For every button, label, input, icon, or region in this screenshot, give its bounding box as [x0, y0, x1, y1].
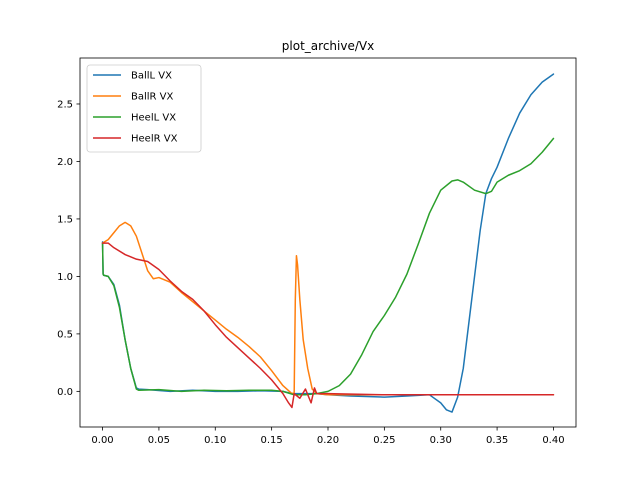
- chart-title: plot_archive/Vx: [282, 39, 374, 53]
- y-tick-label: 1.5: [57, 214, 73, 225]
- series-line-1: [101, 221, 555, 396]
- series-line-3: [101, 242, 555, 409]
- x-tick-label: 0.35: [486, 435, 508, 446]
- y-tick-label: 1.0: [57, 272, 73, 283]
- x-tick-label: 0.30: [430, 435, 452, 446]
- legend-label-2: HeelL VX: [131, 113, 176, 124]
- x-tick-label: 0.05: [148, 435, 170, 446]
- legend-label-3: HeelR VX: [131, 134, 178, 145]
- x-tick-label: 0.25: [373, 435, 395, 446]
- x-tick-label: 0.10: [204, 435, 226, 446]
- y-axis: 0.0 0.5 1.0 1.5 2.0 2.5: [57, 99, 80, 398]
- x-tick-label: 0.15: [261, 435, 283, 446]
- legend-box: [86, 64, 202, 153]
- y-tick-label: 0.0: [57, 387, 73, 398]
- series-line-2: [101, 137, 555, 396]
- y-tick-label: 2.0: [57, 157, 73, 168]
- legend-label-0: BallL VX: [131, 71, 172, 82]
- x-tick-label: 0.20: [317, 435, 339, 446]
- y-tick-label: 0.5: [57, 329, 73, 340]
- x-axis: 0.00 0.05 0.10 0.15 0.20 0.25 0.30 0.35 0.40: [91, 427, 565, 446]
- plot-lines: [101, 73, 555, 413]
- y-tick-label: 2.5: [57, 99, 73, 110]
- x-tick-label: 0.40: [542, 435, 564, 446]
- legend: BallL VX BallR VX HeelL VX HeelR VX: [86, 64, 202, 153]
- x-tick-label: 0.00: [91, 435, 113, 446]
- legend-label-1: BallR VX: [131, 92, 174, 103]
